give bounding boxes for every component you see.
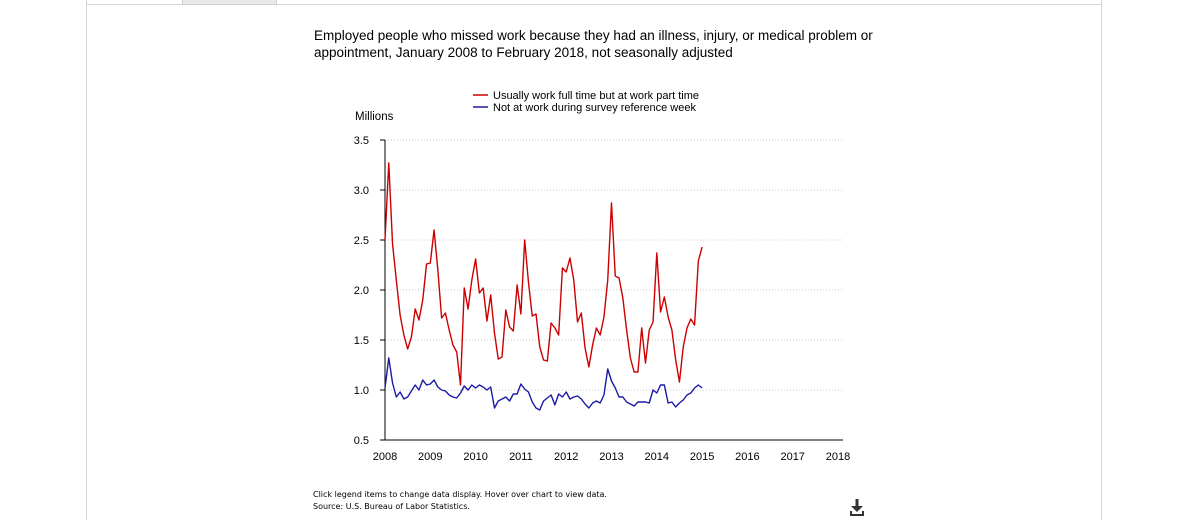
panel-frame-top — [86, 4, 1102, 5]
x-tick-label: 2009 — [418, 451, 442, 463]
x-tick-label: 2016 — [735, 451, 759, 463]
y-tick-label: 1.5 — [354, 335, 369, 347]
panel-frame-right — [1101, 0, 1102, 520]
x-tick-label: 2010 — [463, 451, 487, 463]
x-tick-label: 2018 — [826, 451, 850, 463]
legend-label-1[interactable]: Not at work during survey reference week — [493, 102, 696, 114]
x-tick-label: 2014 — [645, 451, 669, 463]
y-tick-label: 1.0 — [354, 385, 369, 397]
source-note: Source: U.S. Bureau of Labor Statistics. — [313, 502, 470, 511]
chart-notes: Click legend items to change data displa… — [313, 489, 607, 513]
legend-label-0[interactable]: Usually work full time but at work part … — [493, 90, 699, 102]
download-icon[interactable] — [846, 496, 868, 518]
x-tick-label: 2012 — [554, 451, 578, 463]
legend[interactable]: Usually work full time but at work part … — [473, 90, 699, 114]
x-tick-label: 2015 — [690, 451, 714, 463]
y-tick-label: 2.0 — [354, 285, 369, 297]
y-tick-label: 3.0 — [354, 185, 369, 197]
y-tick-label: 3.5 — [354, 135, 369, 147]
gridlines — [385, 139, 843, 391]
x-tick-label: 2017 — [780, 451, 804, 463]
series-line-1[interactable] — [384, 357, 703, 411]
interaction-note: Click legend items to change data displa… — [313, 490, 607, 499]
panel-tab[interactable] — [182, 0, 277, 5]
panel-frame-left — [86, 0, 87, 520]
series-lines[interactable] — [384, 162, 703, 411]
chart-title: Employed people who missed work because … — [314, 28, 873, 60]
axes: 0.5 1.0 1.5 2.0 2.5 3.0 3.5 2008 2009 2010 2011 201… — [354, 135, 851, 463]
x-tick-label: 2013 — [599, 451, 623, 463]
series-line-0[interactable] — [384, 162, 703, 386]
y-tick-label: 0.5 — [354, 435, 369, 447]
x-tick-label: 2011 — [509, 451, 533, 463]
x-tick-label: 2008 — [373, 451, 397, 463]
y-tick-label: 2.5 — [354, 235, 369, 247]
y-axis-label: Millions — [355, 111, 394, 123]
